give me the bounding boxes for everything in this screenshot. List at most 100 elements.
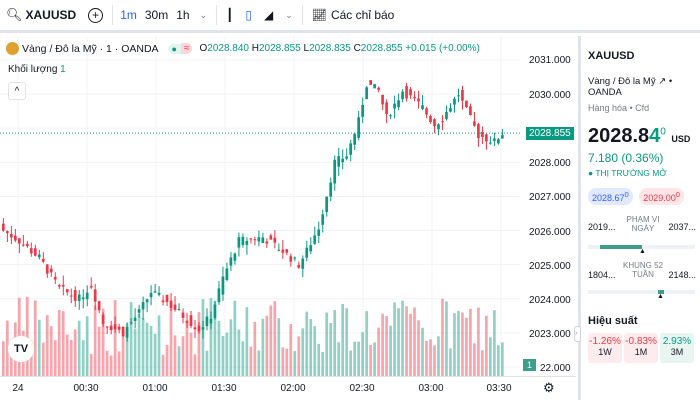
volume-bar xyxy=(101,308,105,376)
day-range-marker-icon: ▲ xyxy=(639,248,646,255)
candle-body xyxy=(449,108,452,112)
settings-gear-icon[interactable]: ⚙ xyxy=(543,380,555,395)
bid-pill[interactable]: 2028.670 xyxy=(588,188,633,205)
collapse-legend-button[interactable]: ^ xyxy=(8,82,26,100)
candle-body xyxy=(453,98,456,105)
panel-collapse-handle[interactable]: › xyxy=(574,326,581,342)
interval-1m[interactable]: 1m xyxy=(120,8,137,22)
candle-body xyxy=(325,196,329,212)
symbol-details-panel: XAUUSD Vàng / Đô la Mỹ ↗ • OANDA Hàng hó… xyxy=(578,36,700,400)
open-value: 2028.840 xyxy=(207,43,249,54)
volume-bar xyxy=(293,351,297,376)
chart-type-chevron-icon[interactable]: ⌄ xyxy=(285,9,293,20)
candle-body xyxy=(85,292,89,300)
candle-body xyxy=(53,276,57,280)
perf-3m[interactable]: 2.93% 3M xyxy=(660,333,694,363)
volume-bar xyxy=(89,353,93,376)
candle-body xyxy=(221,276,225,295)
volume-bar xyxy=(261,318,265,376)
volume-bar xyxy=(29,346,33,376)
time-axis[interactable]: 24 00:30 01:00 01:30 02:00 02:30 03:00 0… xyxy=(0,376,576,400)
candles-chart-icon[interactable]: ▯ xyxy=(245,8,252,22)
candle-body xyxy=(25,243,29,247)
candle-body xyxy=(253,239,257,241)
candle-body xyxy=(201,327,205,330)
candle-body xyxy=(309,245,313,252)
candle-body xyxy=(401,91,404,100)
perf-1m[interactable]: -0.83% 1M xyxy=(624,333,658,363)
chart-canvas[interactable] xyxy=(0,36,520,376)
candle-body xyxy=(225,268,229,280)
price-chart[interactable] xyxy=(0,36,520,376)
candle-body xyxy=(33,248,37,256)
volume-bar xyxy=(41,342,45,376)
volume-bar xyxy=(157,315,161,376)
volume-bar xyxy=(237,329,241,376)
candle-body xyxy=(61,284,65,287)
volume-bar xyxy=(61,311,65,376)
candle-body xyxy=(365,87,368,100)
volume-bar xyxy=(221,335,225,376)
volume-bar xyxy=(169,301,173,376)
candle-body xyxy=(137,309,141,313)
delayed-data-icon[interactable]: ≈ xyxy=(180,43,193,54)
candle-body xyxy=(49,268,53,273)
volume-bar xyxy=(257,350,261,376)
volume-bar xyxy=(81,340,85,376)
candle-body xyxy=(45,264,49,274)
volume-bar xyxy=(313,326,317,376)
candle-body xyxy=(141,302,145,310)
compare-add-button[interactable]: + xyxy=(82,0,109,30)
volume-bar xyxy=(377,327,380,376)
interval-dropdown-chevron-icon[interactable]: ⌄ xyxy=(199,9,208,20)
volume-bar xyxy=(337,342,341,376)
price-axis[interactable]: 2031.000 2030.000 2028.000 2027.000 2026… xyxy=(520,36,576,376)
candle-body xyxy=(357,117,360,138)
ask-pill[interactable]: 2029.000 xyxy=(639,188,684,205)
candle-body xyxy=(441,121,444,123)
volume-bar xyxy=(369,345,372,376)
volume-bar xyxy=(85,316,89,376)
candle-body xyxy=(293,257,297,259)
candle-body xyxy=(177,309,181,311)
volume-bar xyxy=(281,347,285,376)
last-price: 2028.840 USD xyxy=(588,125,691,147)
volume-bar xyxy=(393,302,396,376)
series-title[interactable]: Vàng / Đô la Mỹ · 1 · OANDA xyxy=(22,42,159,55)
volume-bar xyxy=(437,336,440,376)
candle-body xyxy=(165,294,169,303)
candle-body xyxy=(125,326,129,338)
volume-bar xyxy=(193,354,197,376)
candle-body xyxy=(373,84,376,89)
area-chart-icon[interactable]: ◢ xyxy=(263,8,274,22)
volume-bar xyxy=(297,336,301,376)
candle-body xyxy=(469,106,472,116)
indicators-button[interactable]: 📈︎ Các chỉ báo xyxy=(311,8,395,22)
volume-bar xyxy=(145,322,149,376)
candle-body xyxy=(241,236,245,246)
interval-30m[interactable]: 30m xyxy=(144,8,169,22)
candle-body xyxy=(285,249,289,253)
symbol-name-link[interactable]: Vàng / Đô la Mỹ xyxy=(588,76,656,87)
candle-body xyxy=(9,234,13,238)
toolbar: 🔍︎ XAUUSD + 1m 30m 1h ⌄ ┃ ▯ ◢ ⌄ 📈︎ Các chỉ… xyxy=(0,0,700,33)
volume-bar xyxy=(65,334,69,376)
symbol-search-button[interactable]: 🔍︎ XAUUSD xyxy=(6,7,77,22)
candle-body xyxy=(173,304,177,310)
market-open-indicator[interactable]: ● xyxy=(167,43,181,54)
volume-bar xyxy=(497,345,500,376)
interval-1h[interactable]: 1h xyxy=(176,8,190,22)
candle-body xyxy=(21,244,25,246)
volume-bar xyxy=(485,315,488,376)
bars-chart-icon[interactable]: ┃ xyxy=(226,8,234,22)
gold-coin-icon xyxy=(6,42,19,55)
volume-bar xyxy=(2,341,5,376)
volume-bar xyxy=(357,341,360,376)
candle-body xyxy=(405,86,408,99)
candle-body xyxy=(341,158,345,163)
candle-body xyxy=(93,289,97,302)
tradingview-logo[interactable]: TV xyxy=(8,336,34,362)
external-link-icon[interactable]: ↗ xyxy=(658,76,667,87)
volume-bar xyxy=(401,300,404,376)
perf-1w[interactable]: -1.26% 1W xyxy=(588,333,622,363)
